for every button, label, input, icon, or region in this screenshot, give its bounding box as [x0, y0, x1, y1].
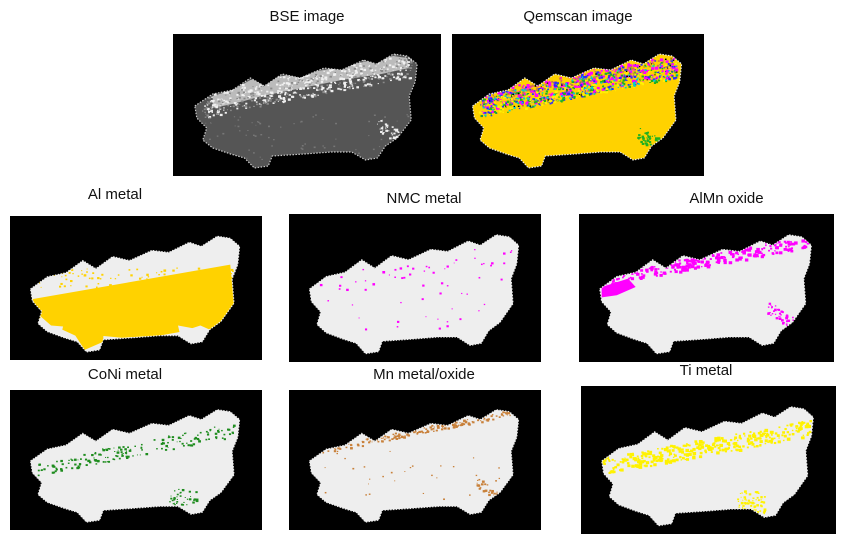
- coni-metal-image: [10, 390, 262, 530]
- panel-label: CoNi metal: [87, 366, 163, 383]
- almn-oxide-image: [579, 214, 834, 362]
- al-metal-svg: [10, 216, 262, 360]
- panel-label: Mn metal/oxide: [373, 366, 475, 383]
- panel-al-metal: Al metal: [10, 186, 262, 360]
- panel-label: Qemscan image: [523, 8, 633, 25]
- almn-oxide-svg: [579, 214, 834, 362]
- panel-mn-metal-oxide: Mn metal/oxide: [289, 366, 541, 532]
- panel-coni-metal: CoNi metal: [10, 366, 262, 532]
- nmc-metal-svg: [289, 214, 541, 362]
- panel-ti-metal: Ti metal: [581, 362, 836, 534]
- mn-metal-oxide-svg: [289, 390, 541, 530]
- panel-qemscan-image: Qemscan image: [452, 8, 704, 178]
- ti-metal-image: [581, 386, 836, 534]
- panel-label: AlMn oxide: [689, 190, 764, 207]
- ti-metal-svg: [581, 386, 836, 534]
- panel-label: Al metal: [87, 186, 143, 203]
- bse-image: [173, 34, 441, 176]
- panel-almn-oxide: AlMn oxide: [579, 190, 834, 362]
- qemscan-image: [452, 34, 704, 176]
- panel-label: NMC metal: [386, 190, 462, 207]
- al-metal-image: [10, 216, 262, 360]
- panel-bse-image: BSE image: [173, 8, 441, 178]
- coni-metal-svg: [10, 390, 262, 530]
- panel-nmc-metal: NMC metal: [289, 190, 541, 362]
- panel-label: BSE image: [269, 8, 345, 25]
- bse-image-svg: [173, 34, 441, 176]
- mn-metal-oxide-image: [289, 390, 541, 530]
- panel-label: Ti metal: [679, 362, 733, 379]
- qemscan-image-svg: [452, 34, 704, 176]
- nmc-metal-image: [289, 214, 541, 362]
